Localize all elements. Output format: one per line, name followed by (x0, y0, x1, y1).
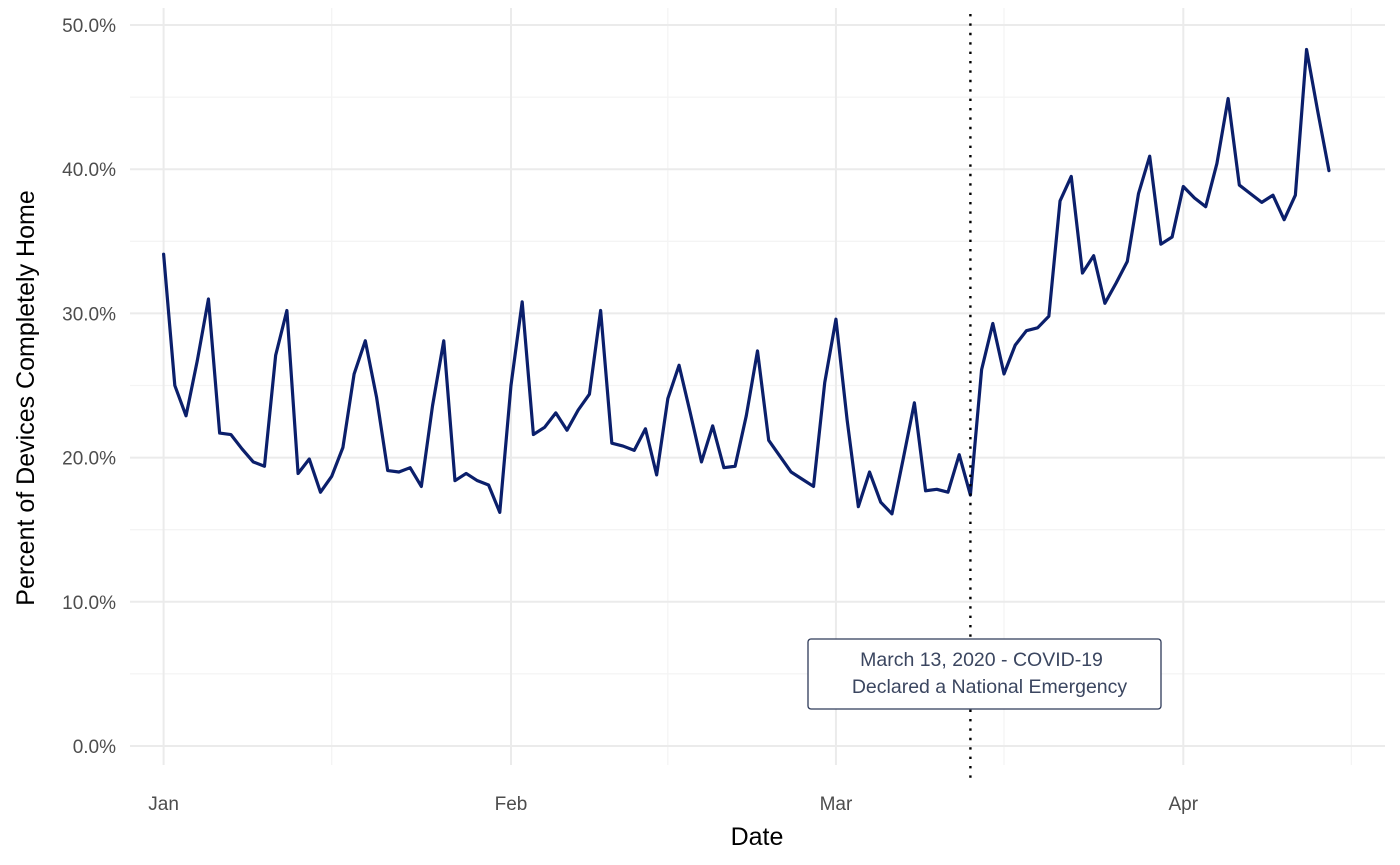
x-tick-label: Jan (148, 794, 179, 815)
event-label-line: Declared a National Emergency (852, 676, 1128, 698)
y-tick-label: 0.0% (73, 737, 116, 758)
y-tick-label: 30.0% (62, 304, 116, 325)
event-label-border (807, 638, 1162, 710)
x-axis-title: Date (731, 823, 784, 851)
event-label-line: March 13, 2020 - COVID-19 (860, 649, 1103, 671)
series-line (162, 47, 1331, 516)
x-tick-label: Mar (820, 794, 853, 815)
annotations: March 13, 2020 - COVID-19 Declared a Nati… (807, 14, 1162, 783)
x-tick-label: Feb (495, 794, 528, 815)
y-tick-label: 10.0% (62, 593, 116, 614)
y-tick-label: 50.0% (62, 16, 116, 37)
x-axis-tick-labels: Jan Feb Mar Apr (148, 794, 1198, 815)
y-axis-tick-labels: 0.0% 10.0% 20.0% 30.0% 40.0% 50.0% (62, 16, 116, 758)
y-tick-label: 40.0% (62, 160, 116, 181)
y-axis-title: Percent of Devices Completely Home (12, 190, 40, 605)
event-label-box: March 13, 2020 - COVID-19 Declared a Nati… (807, 638, 1162, 710)
major-gridlines (130, 8, 1385, 765)
y-tick-label: 20.0% (62, 449, 116, 470)
minor-gridlines (130, 8, 1385, 765)
x-tick-label: Apr (1169, 794, 1199, 815)
